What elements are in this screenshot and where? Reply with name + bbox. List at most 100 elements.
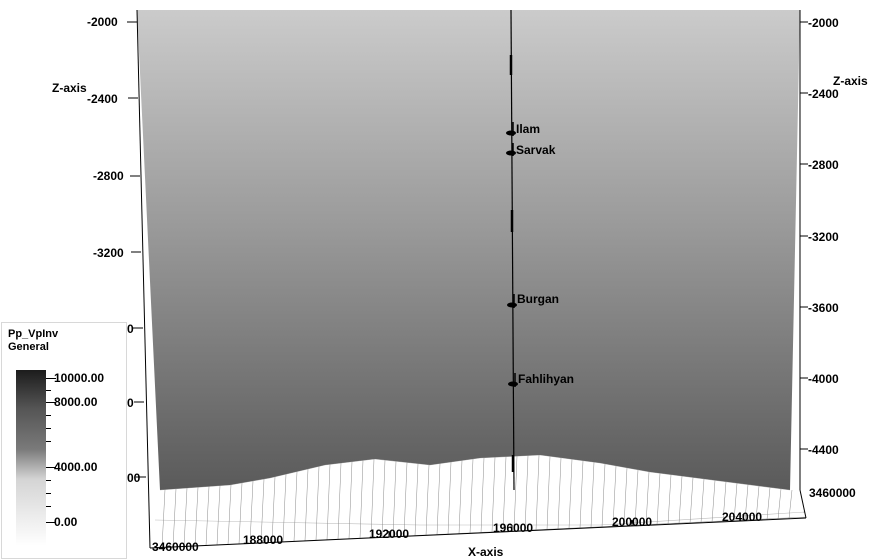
left-z-axis: -2000 -2400 -2800 -3200 0 0 00 Z-axis — [52, 15, 146, 485]
legend-minor-tick — [46, 390, 51, 391]
legend-minor-tick — [46, 415, 51, 416]
velocity-surface — [137, 10, 800, 490]
floor-grid-line — [249, 480, 254, 544]
left-z-tick: -3200 — [93, 246, 124, 260]
floor-grid-line — [205, 486, 210, 546]
x-axis: 3460000 188000 192000 196000 200000 2040… — [152, 510, 762, 559]
x-tick: 200000 — [612, 515, 652, 529]
formation-marker-sarvak[interactable]: Sarvak — [506, 143, 556, 157]
floor-grid-line — [568, 459, 573, 529]
x-tick: 192000 — [369, 527, 409, 541]
floor-grid-line — [326, 464, 331, 540]
floor-grid-line — [656, 473, 661, 525]
floor-grid-line — [557, 457, 562, 530]
floor-grid-line — [634, 469, 639, 526]
floor-grid-line — [282, 474, 287, 542]
right-z-tick: -4000 — [808, 372, 839, 386]
floor-grid-line — [348, 461, 353, 539]
z-axis-label-left: Z-axis — [52, 81, 87, 95]
marker-disc[interactable] — [508, 381, 518, 387]
right-y-tick: 3460000 — [809, 486, 856, 500]
legend-label: 10000.00 — [54, 371, 105, 385]
marker-disc[interactable] — [506, 150, 516, 156]
floor-grid-line — [623, 467, 628, 527]
left-z-tick-partial: 0 — [127, 396, 134, 410]
floor-grid-line — [601, 463, 606, 528]
floor-grid-line — [612, 465, 617, 527]
well-line[interactable] — [510, 9, 515, 491]
left-z-tick: -2000 — [87, 15, 118, 29]
legend-label: 0.00 — [54, 515, 78, 529]
x-axis-label: X-axis — [468, 545, 504, 559]
floor-grid-line — [722, 481, 727, 522]
right-z-tick: -3200 — [808, 230, 839, 244]
floor-grid-line — [579, 460, 584, 529]
floor-grid-line — [524, 455, 529, 531]
floor-grid-line — [777, 488, 782, 520]
floor-grid-line — [513, 456, 518, 532]
axis-frame — [136, 9, 807, 549]
floor-grid-line — [733, 483, 738, 522]
floor-grid-line — [766, 487, 771, 520]
z-axis-label-right: Z-axis — [833, 74, 868, 88]
legend-major-tick — [46, 467, 56, 468]
left-z-tick-partial: 0 — [127, 322, 134, 336]
right-z-tick: -2000 — [808, 16, 839, 30]
formation-marker-fahlihyan[interactable]: Fahlihyan — [508, 372, 574, 387]
right-z-tick: -2800 — [808, 158, 839, 172]
floor-grid-line — [260, 479, 265, 543]
floor-grid-line — [447, 462, 452, 535]
floor-grid-line — [700, 478, 705, 523]
well-trajectory[interactable] — [509, 9, 515, 491]
formation-marker-ilam[interactable]: Ilam — [506, 122, 540, 136]
floor-grid-line — [381, 460, 386, 538]
legend-major-tick — [46, 402, 56, 403]
legend-major-tick — [46, 522, 56, 523]
base-floor-fill — [150, 455, 806, 548]
marker-label: Burgan — [517, 292, 559, 306]
formation-marker-burgan[interactable]: Burgan — [507, 292, 559, 308]
floor-grid-line — [711, 480, 716, 523]
x-tick: 188000 — [243, 533, 283, 547]
marker-label: Fahlihyan — [518, 372, 574, 386]
floor-grid-line — [183, 488, 188, 547]
floor-grid-line — [194, 487, 199, 546]
x-tick: 196000 — [493, 521, 533, 535]
floor-grid-line — [667, 474, 672, 525]
floor-grid-line — [414, 463, 419, 536]
color-legend[interactable]: Pp_VpInv General 10000.00 8000.00 4000.0… — [1, 322, 127, 559]
right-z-axis: -2000 -2400 -2800 -3200 -3600 -4000 -440… — [800, 16, 868, 500]
marker-disc[interactable] — [506, 130, 516, 136]
floor-grid-line — [689, 477, 694, 524]
floor-grid-line — [216, 485, 221, 545]
legend-minor-tick — [46, 506, 51, 507]
floor-grid-line — [271, 476, 276, 543]
x-tick: 204000 — [722, 510, 762, 524]
left-z-tick-partial: 00 — [127, 471, 141, 485]
right-z-tick: -4400 — [808, 443, 839, 457]
floor-grid-line — [337, 463, 342, 540]
marker-label: Sarvak — [516, 143, 556, 157]
floor-grid-line — [238, 482, 243, 544]
legend-label: 8000.00 — [54, 395, 98, 409]
floor-grid-line — [315, 466, 320, 541]
floor-grid-line — [370, 459, 375, 538]
floor-grid-line — [227, 484, 232, 545]
floor-grid-line — [161, 489, 166, 548]
right-z-tick: -2400 — [808, 87, 839, 101]
marker-disc[interactable] — [507, 302, 517, 308]
floor-grid-line — [458, 460, 463, 534]
floor-grid-line — [403, 462, 408, 537]
floor-grid-line — [480, 457, 485, 533]
floor-grid-line — [392, 461, 397, 537]
legend-colorbar — [16, 370, 46, 546]
floor-grid-line — [425, 464, 430, 536]
legend-minor-tick — [46, 441, 51, 442]
floor-grid-line — [436, 463, 441, 535]
floor-grid-line — [491, 457, 496, 533]
floor-grid-line — [788, 489, 793, 519]
floor-grid-lines — [161, 455, 793, 548]
floor-grid-line — [469, 458, 474, 534]
